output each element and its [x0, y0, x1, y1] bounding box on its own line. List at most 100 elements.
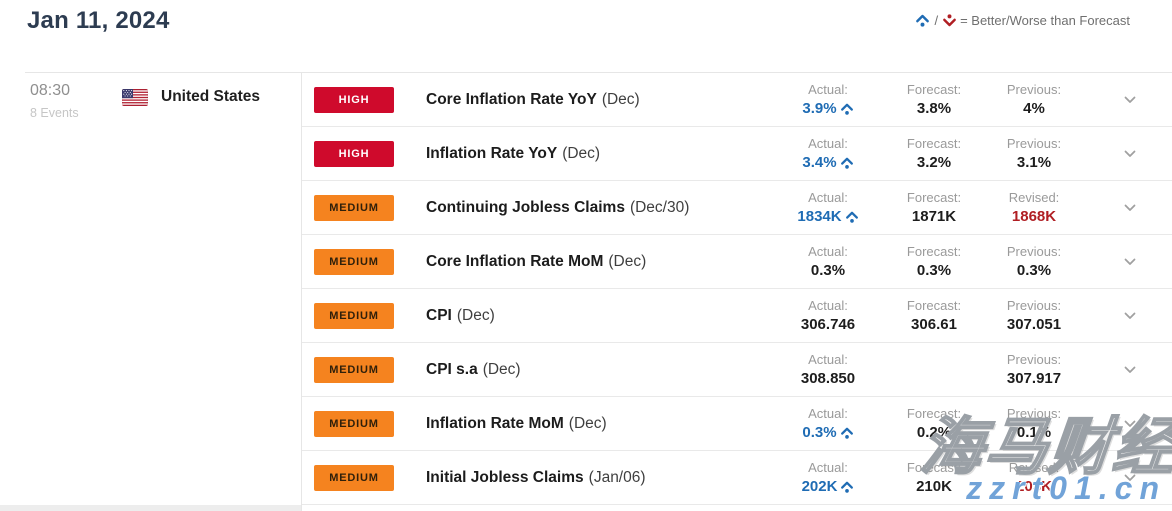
- previous-label: Previous:: [1006, 135, 1062, 151]
- legend-text: = Better/Worse than Forecast: [960, 13, 1130, 28]
- event-name: Inflation Rate MoM: [426, 414, 564, 432]
- previous-value: 203K: [1016, 478, 1052, 495]
- event-period: (Dec): [568, 414, 607, 432]
- forecast-value: 3.2%: [916, 154, 952, 171]
- previous-label: Previous:: [1006, 81, 1062, 97]
- forecast-column: Forecast: 3.2%: [888, 136, 980, 172]
- forecast-column: Forecast: 210K: [888, 460, 980, 496]
- actual-value: 202K: [802, 478, 855, 496]
- forecast-value: 306.61: [911, 316, 957, 333]
- event-period: (Dec): [456, 306, 495, 324]
- actual-label: Actual:: [808, 405, 848, 421]
- event-name-cell: Continuing Jobless Claims (Dec/30): [426, 199, 768, 217]
- actual-value: 3.9%: [802, 100, 853, 118]
- forecast-value: 3.8%: [916, 100, 952, 117]
- time-cell: 08:30 8 Events: [30, 82, 79, 120]
- page-title: Jan 11, 2024: [27, 7, 170, 34]
- event-row[interactable]: MEDIUM CPI (Dec) Actual: 306.746 Forecast…: [302, 289, 1172, 343]
- previous-value: 4%: [1023, 100, 1045, 117]
- forecast-column: Forecast: 3.8%: [888, 82, 980, 118]
- chevron-down-icon: [1124, 199, 1136, 217]
- event-row[interactable]: MEDIUM Inflation Rate MoM (Dec) Actual: 0…: [302, 397, 1172, 451]
- previous-value: 307.051: [1006, 316, 1062, 333]
- actual-value: 0.3%: [802, 424, 853, 442]
- event-row[interactable]: MEDIUM Initial Jobless Claims (Jan/06) Ac…: [302, 451, 1172, 505]
- importance-badge: MEDIUM: [314, 410, 394, 437]
- previous-label: Revised:: [1008, 189, 1060, 205]
- previous-label: Previous:: [1006, 243, 1062, 259]
- event-row[interactable]: MEDIUM CPI s.a (Dec) Actual: 308.850 Prev…: [302, 343, 1172, 397]
- expand-row-button[interactable]: [1088, 145, 1172, 163]
- event-period: (Dec): [608, 252, 647, 270]
- importance-badge: MEDIUM: [314, 356, 394, 383]
- previous-value: 0.3%: [1016, 262, 1052, 279]
- previous-value: 307.917: [1006, 370, 1062, 387]
- importance-badge: HIGH: [314, 140, 394, 167]
- expand-row-button[interactable]: [1088, 415, 1172, 433]
- expand-row-button[interactable]: [1088, 199, 1172, 217]
- expand-row-button[interactable]: [1088, 253, 1172, 271]
- actual-column: Actual: 0.3%: [768, 244, 888, 280]
- forecast-label: Forecast:: [906, 81, 962, 97]
- event-name: Continuing Jobless Claims: [426, 198, 625, 216]
- chevron-down-icon: [1124, 307, 1136, 325]
- forecast-label: Forecast:: [906, 243, 962, 259]
- event-name-cell: CPI (Dec): [426, 307, 768, 325]
- actual-label: Actual:: [808, 81, 848, 97]
- expand-row-button[interactable]: [1088, 307, 1172, 325]
- actual-column: Actual: 3.4%: [768, 136, 888, 172]
- previous-column: Revised: 203K: [980, 460, 1088, 496]
- actual-value: 306.746: [800, 316, 856, 333]
- event-row[interactable]: MEDIUM Core Inflation Rate MoM (Dec) Actu…: [302, 235, 1172, 289]
- forecast-value: 0.2%: [916, 424, 952, 441]
- previous-column: Previous: 3.1%: [980, 136, 1088, 172]
- events-count: 8 Events: [30, 106, 79, 120]
- actual-column: Actual: 306.746: [768, 298, 888, 334]
- better-than-forecast-icon: [915, 13, 930, 28]
- actual-label: Actual:: [808, 243, 848, 259]
- event-period: (Dec): [482, 360, 521, 378]
- events-table: HIGH Core Inflation Rate YoY (Dec) Actual…: [302, 73, 1172, 505]
- previous-column: Previous: 0.1%: [980, 406, 1088, 442]
- next-group-edge: [0, 505, 301, 511]
- actual-column: Actual: 308.850: [768, 352, 888, 388]
- event-period: (Dec/30): [629, 198, 690, 216]
- event-period: (Dec): [601, 90, 640, 108]
- event-row[interactable]: MEDIUM Continuing Jobless Claims (Dec/30)…: [302, 181, 1172, 235]
- forecast-label: Forecast:: [906, 459, 962, 475]
- forecast-label: Forecast:: [906, 405, 962, 421]
- forecast-legend: / = Better/Worse than Forecast: [915, 13, 1130, 28]
- event-name: Inflation Rate YoY: [426, 144, 558, 162]
- actual-label: Actual:: [808, 135, 848, 151]
- importance-badge: MEDIUM: [314, 194, 394, 221]
- country-name: United States: [161, 88, 261, 105]
- previous-label: Previous:: [1006, 351, 1062, 367]
- previous-label: Previous:: [1006, 405, 1062, 421]
- actual-value: 308.850: [800, 370, 856, 387]
- event-name-cell: CPI s.a (Dec): [426, 361, 768, 379]
- actual-column: Actual: 202K: [768, 460, 888, 496]
- country-cell[interactable]: United States: [122, 88, 260, 106]
- importance-badge: MEDIUM: [314, 464, 394, 491]
- forecast-label: Forecast:: [906, 135, 962, 151]
- expand-row-button[interactable]: [1088, 91, 1172, 109]
- event-period: (Dec): [562, 144, 601, 162]
- forecast-column: [888, 352, 980, 388]
- table-top-border: [25, 72, 1172, 73]
- expand-row-button[interactable]: [1088, 469, 1172, 487]
- previous-value: 3.1%: [1016, 154, 1052, 171]
- forecast-column: Forecast: 1871K: [888, 190, 980, 226]
- event-name-cell: Inflation Rate YoY (Dec): [426, 145, 768, 163]
- event-row[interactable]: HIGH Core Inflation Rate YoY (Dec) Actual…: [302, 73, 1172, 127]
- previous-column: Previous: 307.051: [980, 298, 1088, 334]
- event-name: Initial Jobless Claims: [426, 468, 584, 486]
- event-name-cell: Initial Jobless Claims (Jan/06): [426, 469, 768, 487]
- event-name: Core Inflation Rate MoM: [426, 252, 604, 270]
- legend-separator: /: [934, 13, 939, 28]
- expand-row-button[interactable]: [1088, 361, 1172, 379]
- event-period: (Jan/06): [588, 468, 646, 486]
- chevron-down-icon: [1124, 91, 1136, 109]
- event-row[interactable]: HIGH Inflation Rate YoY (Dec) Actual: 3.4…: [302, 127, 1172, 181]
- event-name-cell: Inflation Rate MoM (Dec): [426, 415, 768, 433]
- event-time: 08:30: [30, 82, 71, 99]
